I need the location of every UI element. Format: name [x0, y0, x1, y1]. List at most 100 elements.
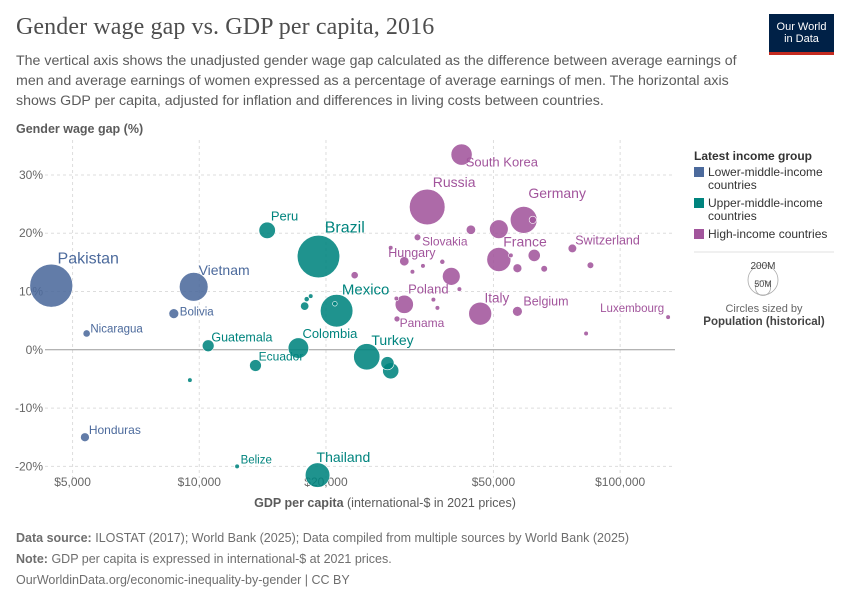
data-point[interactable] [303, 296, 310, 302]
data-point-hungary[interactable] [399, 256, 410, 267]
data-point[interactable] [527, 248, 541, 262]
point-label: Belgium [523, 294, 568, 308]
data-point[interactable] [456, 286, 462, 292]
size-legend-big-circle [747, 264, 779, 296]
data-point-turkey[interactable] [353, 343, 381, 371]
data-point-italy[interactable] [468, 301, 492, 326]
data-point[interactable] [439, 258, 446, 265]
point-label: Switzerland [575, 233, 640, 247]
data-point-mexico[interactable] [320, 294, 354, 328]
data-point[interactable] [434, 305, 441, 311]
y-tick-label: 0% [26, 343, 44, 357]
footer-source: Data source: ILOSTAT (2017); World Bank … [16, 531, 630, 545]
data-point-france[interactable] [486, 247, 512, 272]
point-label: Ecuador [259, 350, 304, 364]
data-point-switzerland[interactable] [567, 243, 577, 253]
data-point[interactable] [380, 356, 395, 371]
data-point[interactable] [512, 263, 523, 273]
data-point[interactable] [489, 219, 509, 239]
data-point-germany[interactable] [509, 206, 538, 234]
footer: Data source: ILOSTAT (2017); World Bank … [16, 528, 629, 591]
legend-item-high-income[interactable]: High-income countries [694, 227, 827, 241]
data-point[interactable] [409, 269, 416, 275]
data-point[interactable] [528, 215, 537, 224]
data-point-thailand[interactable] [304, 462, 331, 488]
data-point-colombia[interactable] [287, 337, 309, 359]
data-point[interactable] [465, 224, 476, 235]
x-axis-label-suffix: (international-$ in 2021 prices) [347, 496, 516, 510]
data-point-brazil[interactable] [296, 235, 341, 279]
data-point[interactable] [430, 297, 437, 303]
footer-url[interactable]: OurWorldinData.org/economic-inequality-b… [16, 573, 350, 587]
data-point[interactable] [586, 261, 595, 269]
data-point-bolivia[interactable] [168, 308, 180, 319]
x-tick-labels: $5,000$10,000$20,000$50,000$100,000 [54, 475, 645, 489]
point-label: Poland [408, 281, 448, 296]
data-point-poland[interactable] [394, 294, 414, 314]
logo-line2: in Data [784, 33, 819, 45]
x-axis-label-main: GDP per capita [254, 496, 344, 510]
point-label: Colombia [302, 326, 358, 341]
point-label: Honduras [89, 423, 141, 437]
data-point[interactable] [332, 301, 338, 307]
point-labels: Pakistan Vietnam Bolivia Nicaragua Honduras P… [58, 155, 665, 467]
legend-label: High-income countries [708, 227, 827, 241]
data-point[interactable] [442, 267, 461, 286]
legend-swatch [694, 198, 704, 208]
y-tick-label: -20% [15, 459, 43, 473]
data-point[interactable] [393, 295, 399, 302]
legend-item-lower-middle[interactable]: Lower-middle-income countries [694, 165, 823, 192]
data-point-peru[interactable] [258, 221, 276, 239]
legend-label: Upper-middle-income countries [708, 196, 823, 223]
data-point[interactable] [350, 271, 359, 280]
legend: Latest income group Lower-middle-income c… [694, 149, 834, 328]
data-point-slovakia[interactable] [413, 233, 422, 241]
legend-title: Latest income group [694, 149, 812, 163]
point-label: Brazil [325, 220, 365, 237]
data-point-belgium[interactable] [512, 306, 523, 317]
data-point-ecuador[interactable] [249, 359, 262, 372]
point-label: Thailand [317, 449, 371, 465]
data-point[interactable] [540, 265, 548, 273]
data-point-luxembourg[interactable] [665, 314, 671, 320]
data-point-honduras[interactable] [80, 432, 90, 442]
data-point[interactable] [583, 330, 589, 337]
data-point-vietnam[interactable] [179, 272, 209, 302]
legend-item-upper-middle[interactable]: Upper-middle-income countries [694, 196, 823, 223]
data-point-panama[interactable] [393, 315, 401, 323]
size-legend-small-circle [755, 280, 771, 296]
x-tick-label: $50,000 [472, 475, 516, 489]
data-point[interactable] [388, 245, 394, 251]
data-point-guatemala[interactable] [201, 339, 215, 352]
data-point-pakistan[interactable] [29, 263, 74, 308]
data-point[interactable] [508, 252, 514, 258]
data-point-belize[interactable] [234, 463, 240, 469]
data-point-nicaragua[interactable] [82, 329, 91, 338]
chart-subtitle: The vertical axis shows the unadjusted g… [16, 53, 737, 109]
y-axis-label: Gender wage gap (%) [16, 122, 143, 136]
data-point[interactable] [308, 293, 314, 299]
point-label: Vietnam [199, 262, 250, 278]
y-tick-label: 30% [19, 168, 43, 182]
y-tick-label: -10% [15, 401, 43, 415]
legend-swatch [694, 167, 704, 177]
size-legend-big-label: 200M [750, 261, 775, 272]
point-label: Hungary [388, 246, 436, 260]
x-tick-label: $10,000 [178, 475, 222, 489]
point-label: Guatemala [211, 331, 272, 345]
point-label: Germany [528, 185, 586, 201]
data-point[interactable] [420, 263, 426, 269]
point-label: Bolivia [180, 307, 214, 319]
point-label: Mexico [342, 282, 390, 299]
data-point-russia[interactable] [409, 188, 446, 226]
data-point-south-korea[interactable] [450, 143, 473, 166]
point-label: Peru [271, 208, 298, 223]
owid-logo[interactable]: Our World in Data [769, 14, 834, 55]
size-legend-variable: Population (historical) [703, 316, 825, 328]
point-label: Slovakia [422, 234, 468, 248]
point-label: Panama [400, 316, 445, 330]
data-point[interactable] [187, 377, 193, 383]
point-label: Pakistan [58, 251, 119, 268]
data-point[interactable] [300, 301, 310, 311]
